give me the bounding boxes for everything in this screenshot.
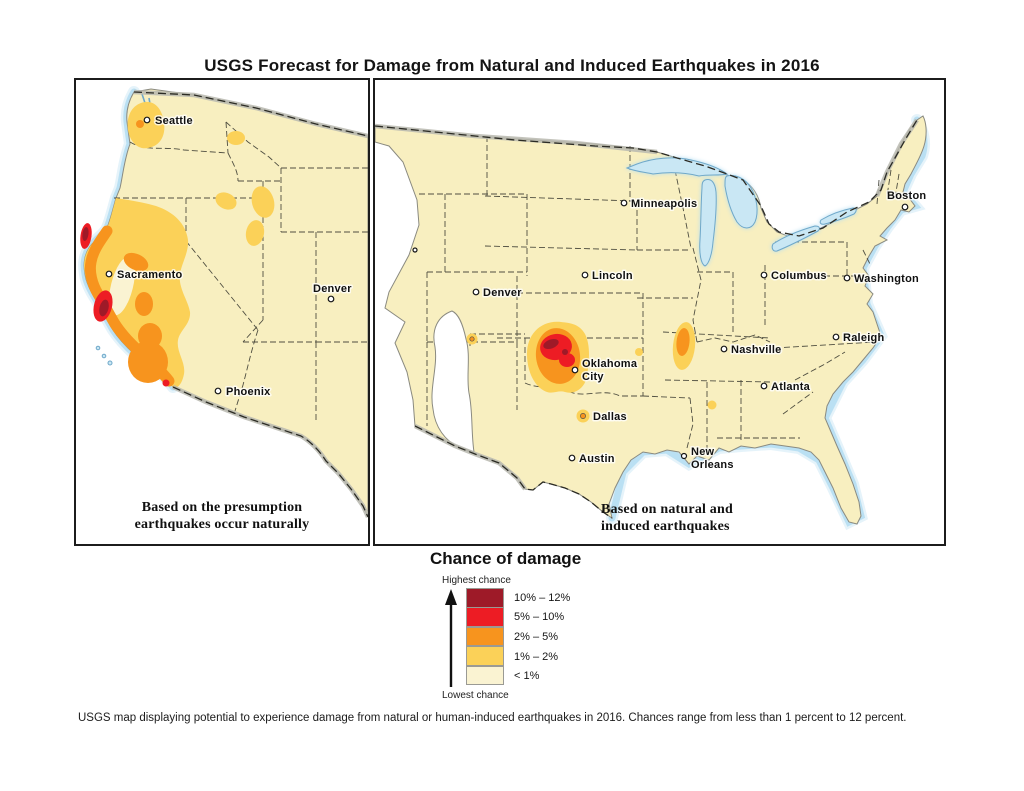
city-phoenix: Phoenix [214,385,272,400]
legend-range-label: 2% – 5% [514,630,559,643]
legend-row: < 1% [466,665,570,686]
legend-swatch-5-10 [466,607,504,627]
legend-row: 5% – 10% [466,607,570,628]
figure-caption: USGS map displaying potential to experie… [78,712,907,724]
svg-text:Raleigh: Raleigh [843,332,885,344]
legend-swatch-2-5 [466,626,504,647]
city-sacramento: Sacramento [105,268,184,283]
svg-text:Lincoln: Lincoln [592,270,633,282]
hazard-zone-10-12pct [543,338,568,355]
city-raleigh: Raleigh [832,331,886,346]
legend-range-label: 10% – 12% [514,591,571,604]
svg-text:Minneapolis: Minneapolis [631,198,697,210]
svg-text:Dallas: Dallas [593,411,627,423]
city-nashville: Nashville [720,343,783,358]
legend-range-label: 1% – 2% [514,650,559,663]
central-valley-low-zone [109,256,135,316]
city-washington: Washington [843,272,920,287]
legend-row: 2% – 5% [466,626,570,647]
legend-range-label: 5% – 10% [514,611,565,624]
mexico-border [413,423,613,519]
legend-swatch-1-2 [466,646,504,666]
legend-row: 10% – 12% [466,588,570,608]
svg-text:Columbus: Columbus [771,270,827,282]
city-new-orleans: New Orleans [680,445,735,473]
svg-text:Nashville: Nashville [731,344,782,356]
legend-swatches: 10% – 12% 5% – 10% 2% – 5% 1% – 2% < 1% [466,588,570,686]
left-map-caption: Based on the presumption earthquakes occ… [134,500,310,533]
legend-range-label: < 1% [514,670,540,683]
western-us-map: Seattle Sacramento Denver Phoenix [78,86,368,518]
hazard-zone-1-2pct [84,101,275,388]
unlabeled-city-dot [412,247,418,253]
svg-text:Denver: Denver [313,283,352,295]
svg-text:Atlanta: Atlanta [771,381,811,393]
legend-lowest-label: Lowest chance [442,690,509,701]
city-austin: Austin [568,452,616,467]
svg-text:Seattle: Seattle [155,115,193,127]
conus-map: Minneapolis Lincoln Denver Columbus Wash… [375,114,931,531]
dallas-hotspot [580,413,586,419]
city-columbus: Columbus [760,269,828,284]
legend: Chance of damage Highest chance 10% – 12… [428,549,628,701]
city-atlanta: Atlanta [760,380,812,395]
hazard-zone-10-12pct [82,227,109,317]
city-minneapolis: Minneapolis [620,197,699,212]
mexico-border [172,384,368,518]
city-denver: Denver [312,282,354,303]
canada-border [375,118,919,237]
svg-text:Boston: Boston [887,190,926,202]
city-oklahoma-city: Oklahoma City [571,357,641,385]
western-us-map-panel: Seattle Sacramento Denver Phoenix Based … [74,78,370,546]
city-boston: Boston [886,189,928,211]
page-title: USGS Forecast for Damage from Natural an… [204,56,820,75]
svg-text:Sacramento: Sacramento [117,269,183,281]
svg-text:New Orleans: New Orleans [691,446,734,471]
raton-hotspot [469,336,475,342]
svg-text:Washington: Washington [854,273,919,285]
legend-swatch-lt-1 [466,665,504,686]
legend-title: Chance of damage [430,549,582,568]
city-seattle: Seattle [143,114,194,129]
svg-text:Austin: Austin [579,453,615,465]
city-lincoln: Lincoln [581,269,634,284]
city-dallas: Dallas [592,410,629,425]
legend-swatch-10-12 [466,588,504,608]
great-lakes [625,157,857,267]
conus-landmass [375,115,927,525]
conus-map-panel: Minneapolis Lincoln Denver Columbus Wash… [373,78,946,546]
city-denver: Denver [472,286,524,301]
canada-border [133,89,368,139]
legend-highest-label: Highest chance [442,575,511,586]
right-map-caption: Based on natural and induced earthquakes [601,502,733,535]
svg-text:Phoenix: Phoenix [226,386,271,398]
svg-text:Denver: Denver [483,287,522,299]
legend-row: 1% – 2% [466,646,570,667]
svg-text:Oklahoma City: Oklahoma City [582,358,641,383]
increasing-chance-arrow-icon [445,589,457,687]
